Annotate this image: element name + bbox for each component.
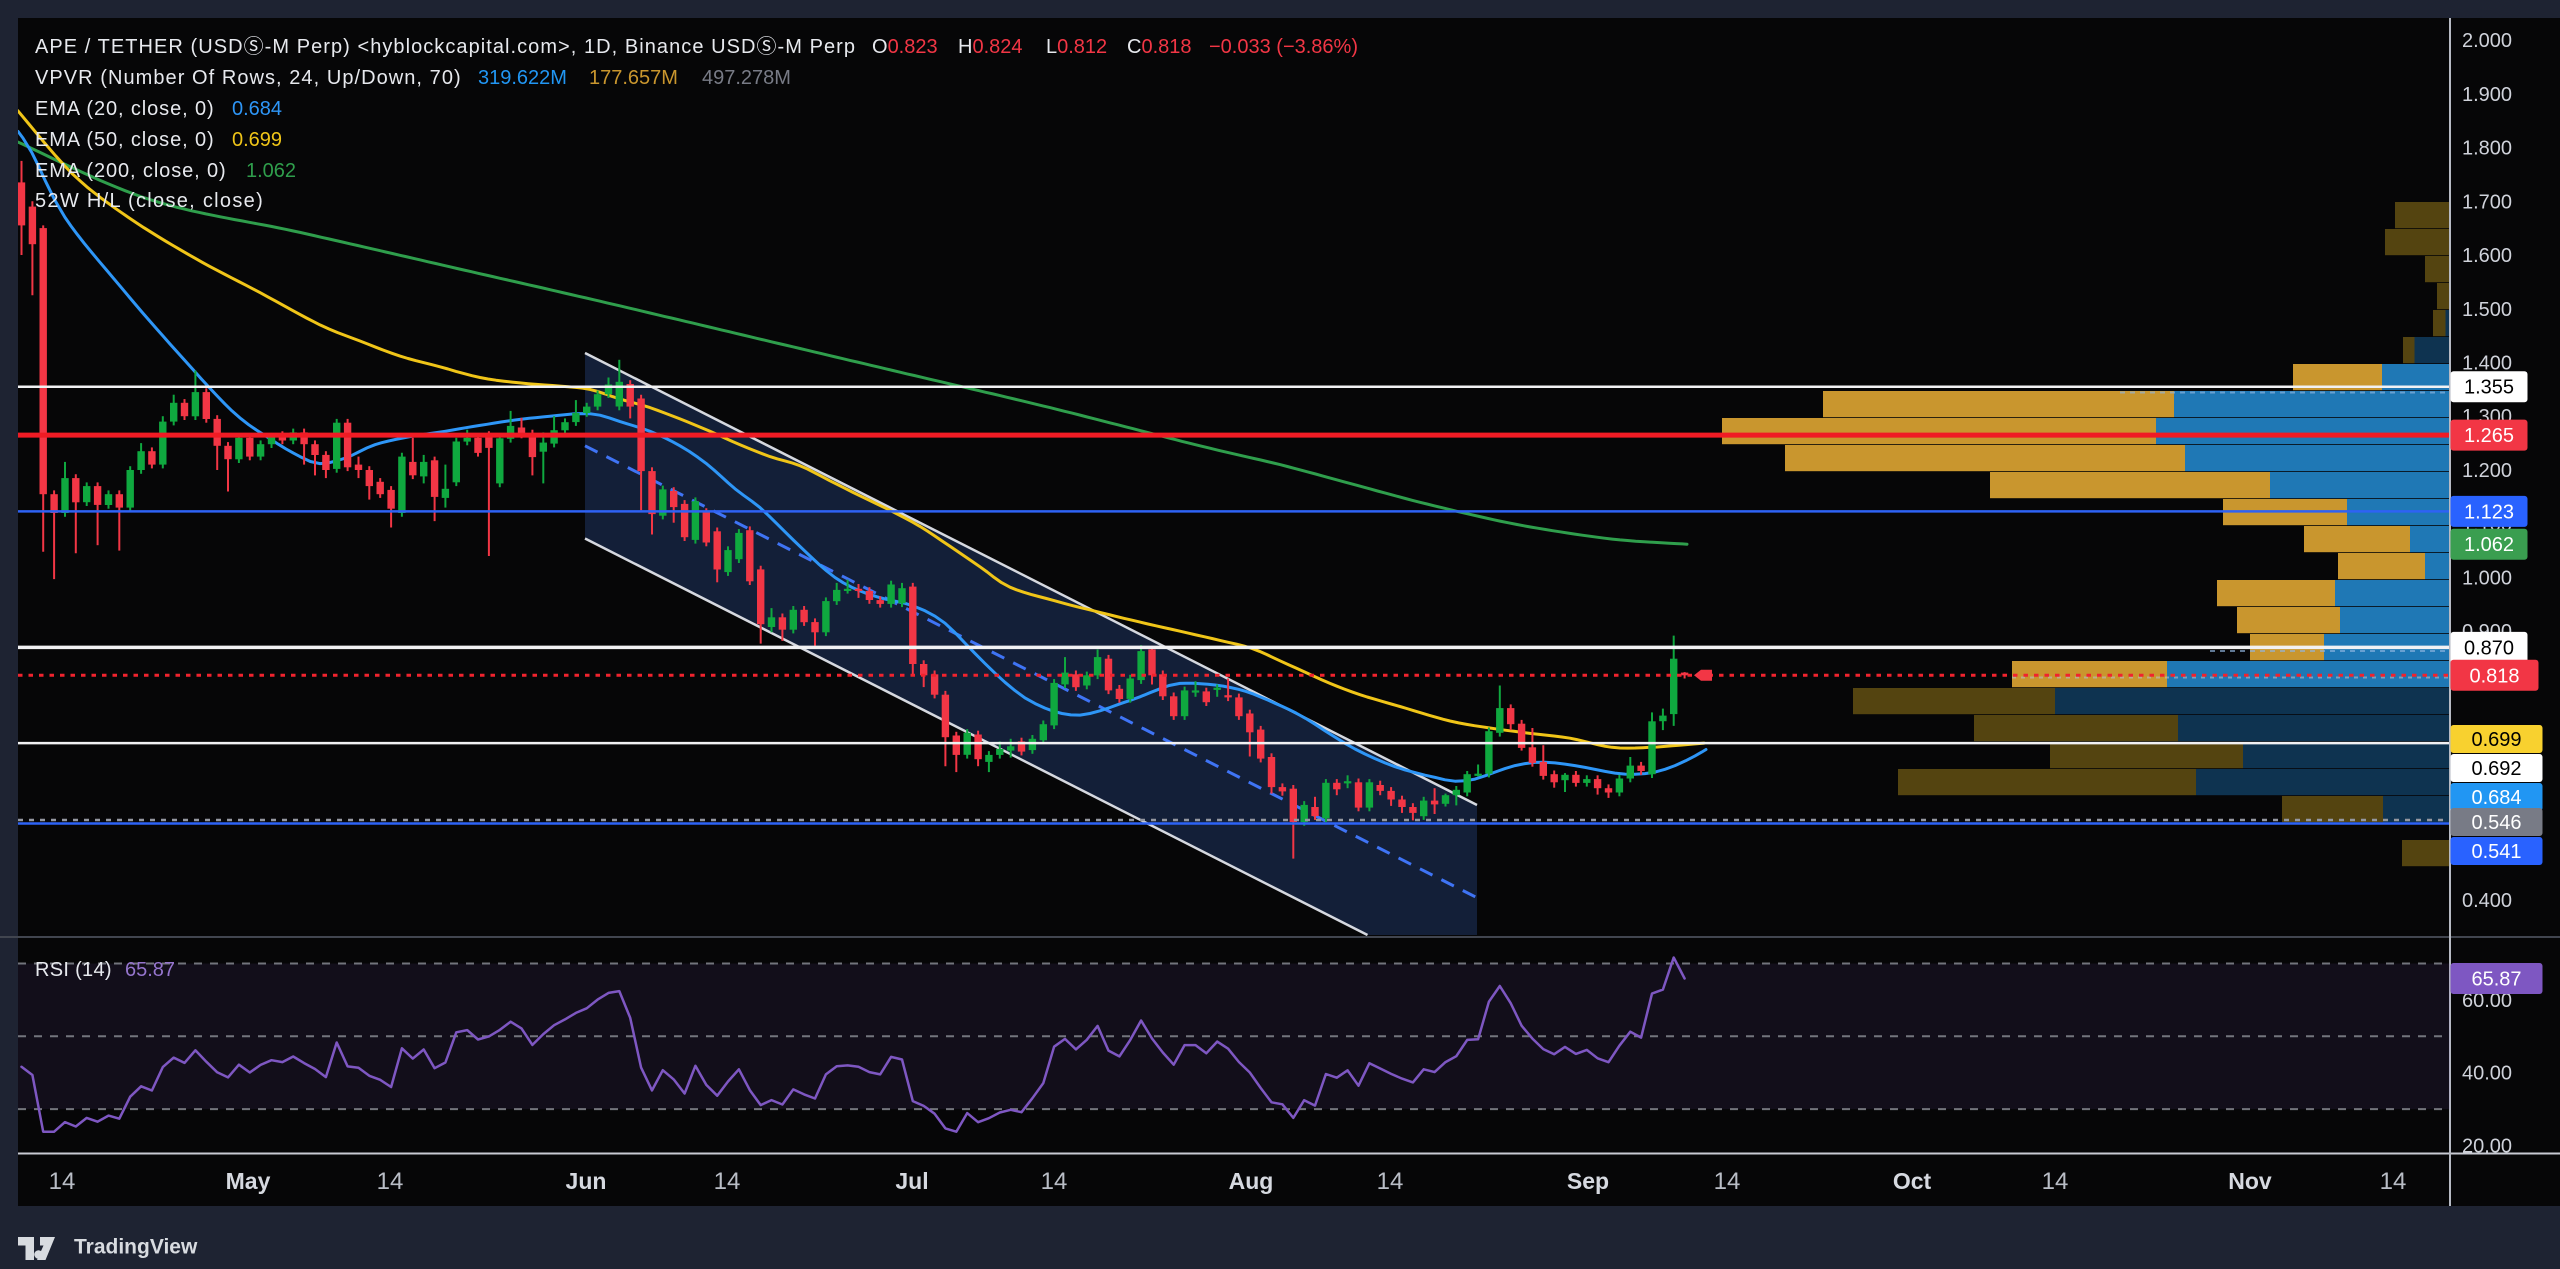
- svg-text:14: 14: [714, 1168, 741, 1195]
- svg-text:0.699: 0.699: [2471, 729, 2521, 751]
- svg-text:0.400: 0.400: [2462, 890, 2512, 912]
- svg-text:14: 14: [49, 1168, 76, 1195]
- svg-text:1.500: 1.500: [2462, 299, 2512, 321]
- svg-text:TradingView: TradingView: [74, 1236, 198, 1259]
- svg-text:2.000: 2.000: [2462, 30, 2512, 52]
- svg-text:H0.824: H0.824: [958, 36, 1023, 58]
- svg-text:0.818: 0.818: [2469, 665, 2519, 687]
- svg-text:RSI (14): RSI (14): [35, 959, 112, 981]
- svg-text:C0.818: C0.818: [1127, 36, 1192, 58]
- svg-text:EMA (200, close, 0): EMA (200, close, 0): [35, 160, 227, 182]
- svg-text:65.87: 65.87: [125, 959, 175, 981]
- svg-text:14: 14: [1377, 1168, 1404, 1195]
- svg-text:0.684: 0.684: [232, 98, 282, 120]
- svg-text:1.123: 1.123: [2464, 501, 2514, 523]
- svg-text:Jul: Jul: [895, 1168, 928, 1194]
- svg-text:Jun: Jun: [566, 1168, 607, 1194]
- svg-text:1.265: 1.265: [2464, 425, 2514, 447]
- svg-text:14: 14: [377, 1168, 404, 1195]
- svg-text:1.062: 1.062: [246, 160, 296, 182]
- svg-text:APE / TETHER (USDⓈ-M Perp) <hy: APE / TETHER (USDⓈ-M Perp) <hyblockcapit…: [35, 35, 856, 58]
- svg-text:20.00: 20.00: [2462, 1136, 2512, 1158]
- svg-text:14: 14: [2380, 1168, 2407, 1195]
- svg-text:1.600: 1.600: [2462, 245, 2512, 267]
- svg-text:1.700: 1.700: [2462, 191, 2512, 213]
- svg-text:EMA (20, close, 0): EMA (20, close, 0): [35, 98, 215, 120]
- svg-text:0.546: 0.546: [2471, 812, 2521, 834]
- svg-text:14: 14: [1041, 1168, 1068, 1195]
- svg-text:497.278M: 497.278M: [702, 67, 791, 89]
- svg-text:O0.823: O0.823: [872, 36, 938, 58]
- svg-text:1.000: 1.000: [2462, 568, 2512, 590]
- svg-text:14: 14: [2042, 1168, 2069, 1195]
- svg-text:−0.033 (−3.86%): −0.033 (−3.86%): [1209, 36, 1358, 58]
- svg-text:1.062: 1.062: [2464, 534, 2514, 556]
- svg-text:1.400: 1.400: [2462, 353, 2512, 375]
- svg-text:65.87: 65.87: [2471, 969, 2521, 991]
- svg-text:May: May: [226, 1168, 271, 1194]
- svg-text:EMA (50, close, 0): EMA (50, close, 0): [35, 129, 215, 151]
- svg-text:1.900: 1.900: [2462, 84, 2512, 106]
- svg-text:1.355: 1.355: [2464, 377, 2514, 399]
- svg-text:0.699: 0.699: [232, 129, 282, 151]
- svg-text:0.684: 0.684: [2471, 787, 2521, 809]
- svg-text:Aug: Aug: [1229, 1168, 1274, 1194]
- svg-text:177.657M: 177.657M: [589, 67, 678, 89]
- svg-text:14: 14: [1714, 1168, 1741, 1195]
- svg-text:Nov: Nov: [2228, 1168, 2272, 1194]
- svg-text:Oct: Oct: [1893, 1168, 1932, 1194]
- svg-text:40.00: 40.00: [2462, 1063, 2512, 1085]
- svg-text:0.870: 0.870: [2464, 637, 2514, 659]
- svg-text:0.692: 0.692: [2471, 758, 2521, 780]
- svg-text:60.00: 60.00: [2462, 990, 2512, 1012]
- svg-text:52W H/L (close, close): 52W H/L (close, close): [35, 190, 264, 212]
- svg-text:VPVR (Number Of Rows, 24, Up/D: VPVR (Number Of Rows, 24, Up/Down, 70): [35, 67, 462, 89]
- svg-text:1.200: 1.200: [2462, 460, 2512, 482]
- svg-text:L0.812: L0.812: [1046, 36, 1107, 58]
- svg-text:319.622M: 319.622M: [478, 67, 567, 89]
- svg-text:0.541: 0.541: [2471, 841, 2521, 863]
- svg-text:1.800: 1.800: [2462, 138, 2512, 160]
- svg-text:Sep: Sep: [1567, 1168, 1609, 1194]
